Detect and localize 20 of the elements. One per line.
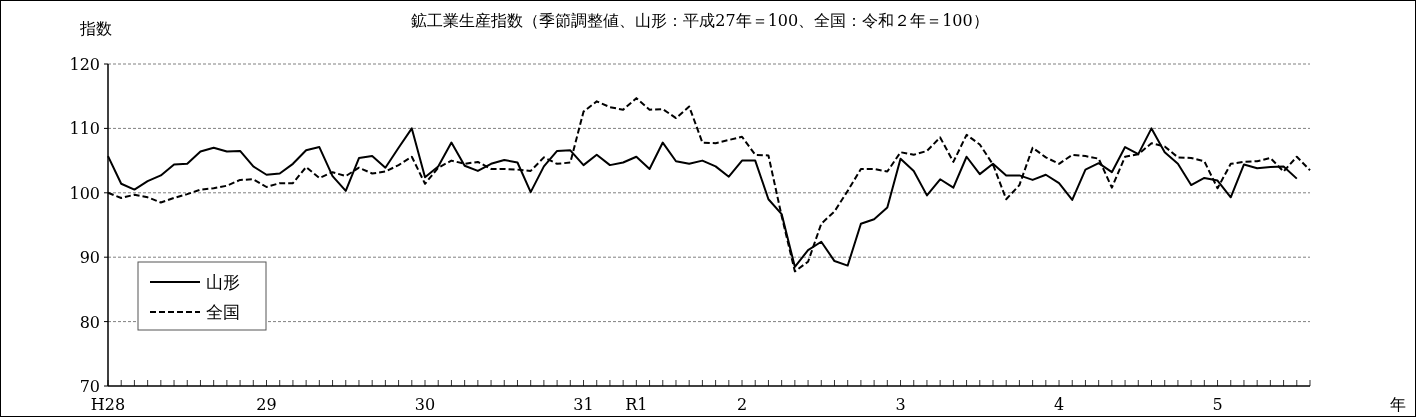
ytick: 90 xyxy=(79,248,100,268)
ytick: 120 xyxy=(69,55,100,74)
ytick: 100 xyxy=(69,183,100,203)
xtick: 31 xyxy=(573,395,594,414)
xlabel: 年 xyxy=(1390,395,1406,414)
title: 鉱工業生産指数（季節調整値、山形：平成27年＝100、全国：令和２年＝100） xyxy=(411,11,989,30)
xtick: R1 xyxy=(625,395,648,414)
xtick: 29 xyxy=(256,395,277,414)
xtick: 30 xyxy=(414,395,436,414)
legend-label: 全国 xyxy=(206,302,240,322)
xtick: 2 xyxy=(736,395,748,414)
ytick: 70 xyxy=(79,377,100,396)
ytick: 110 xyxy=(69,119,100,139)
xtick: 4 xyxy=(1053,395,1065,414)
xtick: H28 xyxy=(90,395,126,414)
ylabel: 指数 xyxy=(80,19,112,38)
xtick: 3 xyxy=(895,395,906,414)
ytick: 80 xyxy=(79,312,100,332)
legend-label: 山形 xyxy=(206,272,240,292)
xtick: 5 xyxy=(1212,395,1223,414)
